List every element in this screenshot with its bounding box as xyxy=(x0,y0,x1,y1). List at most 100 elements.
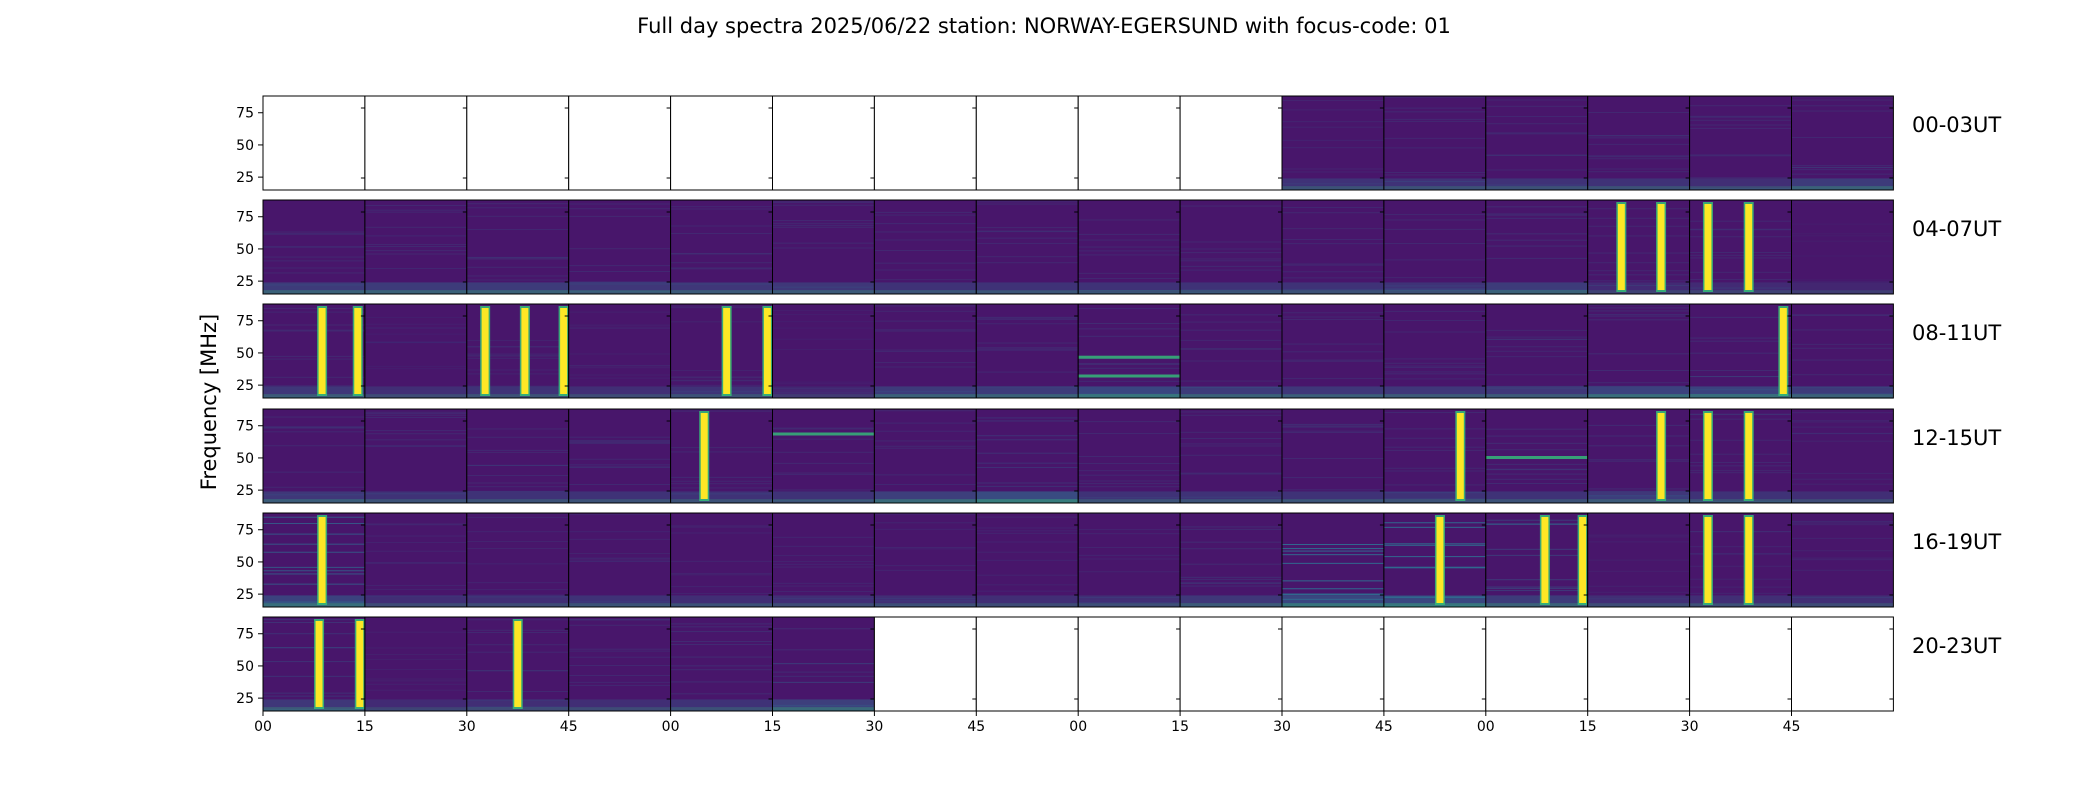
low-band-core xyxy=(263,394,365,398)
spectrum-panel xyxy=(873,616,977,712)
noise-line xyxy=(1485,356,1588,358)
noise-line xyxy=(263,516,365,518)
x-tick-label: 30 xyxy=(1681,719,1699,735)
noise-line xyxy=(1282,593,1384,595)
noise-line xyxy=(1383,120,1486,122)
noise-line xyxy=(1078,219,1181,221)
noise-line xyxy=(1485,206,1588,208)
noise-line xyxy=(568,311,671,313)
noise-line xyxy=(772,590,875,592)
noise-line xyxy=(1485,587,1588,589)
noise-line xyxy=(263,533,365,535)
noise-line xyxy=(1078,308,1181,310)
noise-line xyxy=(1282,562,1384,564)
low-band xyxy=(466,491,569,503)
spectrum-panel xyxy=(1383,408,1487,504)
noise-line xyxy=(466,257,569,259)
noise-line xyxy=(874,528,977,530)
spectrum-panel xyxy=(568,512,672,608)
low-band xyxy=(1180,282,1282,294)
noise-line xyxy=(1282,430,1384,432)
low-band xyxy=(874,491,977,503)
noise-line xyxy=(1282,312,1384,314)
spectrum-panel xyxy=(670,199,773,295)
noise-line xyxy=(1383,484,1486,486)
low-band-core xyxy=(466,499,569,503)
noise-line xyxy=(1791,596,1894,598)
noise-line xyxy=(1180,348,1282,350)
spectrum-panel xyxy=(670,95,773,191)
noise-line xyxy=(466,256,569,258)
noise-line xyxy=(1689,501,1792,503)
panel-background xyxy=(976,409,1079,503)
noise-line xyxy=(1383,449,1486,451)
noise-line xyxy=(1485,289,1588,291)
low-band xyxy=(364,491,467,503)
noise-line xyxy=(1383,544,1486,546)
noise-line xyxy=(772,202,875,204)
low-band-core xyxy=(1689,186,1792,190)
low-band-core xyxy=(976,603,1079,607)
low-band-core xyxy=(1180,603,1282,607)
noise-line xyxy=(568,560,671,562)
noise-line xyxy=(1078,278,1181,280)
noise-line xyxy=(1383,358,1486,360)
noise-line xyxy=(874,410,977,412)
burst xyxy=(1657,204,1665,290)
spectrum-panel xyxy=(568,616,672,712)
noise-line xyxy=(772,313,875,315)
noise-line xyxy=(1282,343,1384,345)
spectrum-panel xyxy=(568,408,672,504)
noise-line xyxy=(772,675,875,677)
panel-background xyxy=(568,409,671,503)
panel-frame xyxy=(1791,199,1894,295)
empty-panel xyxy=(568,96,671,190)
low-band xyxy=(1078,282,1181,294)
noise-line xyxy=(1587,534,1690,536)
noise-line xyxy=(670,623,773,625)
noise-line xyxy=(772,200,875,202)
noise-line xyxy=(364,245,467,247)
noise-line xyxy=(874,329,977,331)
noise-line xyxy=(1587,605,1690,607)
noise-line xyxy=(874,349,977,351)
noise-line xyxy=(1078,292,1181,294)
noise-line xyxy=(364,414,467,416)
noise-line xyxy=(874,430,977,432)
noise-line xyxy=(263,646,365,648)
noise-line xyxy=(670,605,773,607)
empty-panel xyxy=(1587,617,1690,711)
spectrum-panel xyxy=(772,408,875,504)
noise-line xyxy=(263,246,365,248)
low-band xyxy=(1282,595,1384,607)
empty-panel xyxy=(976,96,1079,190)
spectrum-panel xyxy=(466,303,570,399)
noise-line xyxy=(772,242,875,244)
empty-panel xyxy=(670,96,773,190)
noise-line xyxy=(976,530,1079,532)
y-tick-label: 50 xyxy=(236,242,254,258)
noise-line xyxy=(364,595,467,597)
y-tick-label: 25 xyxy=(236,587,254,603)
noise-line xyxy=(263,329,365,331)
spectrum-panel xyxy=(1689,512,1792,608)
noise-line xyxy=(364,584,467,586)
noise-line xyxy=(1791,165,1894,167)
low-band-core xyxy=(1587,603,1690,607)
panel-background xyxy=(364,409,467,503)
noise-line xyxy=(1078,601,1181,603)
noise-line xyxy=(1282,377,1384,379)
noise-line xyxy=(1383,373,1486,375)
noise-line xyxy=(466,516,569,518)
low-band-core xyxy=(568,707,671,711)
low-band-core xyxy=(1485,394,1588,398)
spectrum-panel xyxy=(1383,303,1487,399)
low-band xyxy=(1587,595,1690,607)
panels-layer xyxy=(262,95,1894,712)
noise-line xyxy=(1689,340,1792,342)
noise-line xyxy=(1791,359,1894,361)
low-band xyxy=(874,386,977,398)
noise-line xyxy=(364,411,467,413)
panel-background xyxy=(1078,409,1181,503)
low-band-core xyxy=(1383,603,1486,607)
